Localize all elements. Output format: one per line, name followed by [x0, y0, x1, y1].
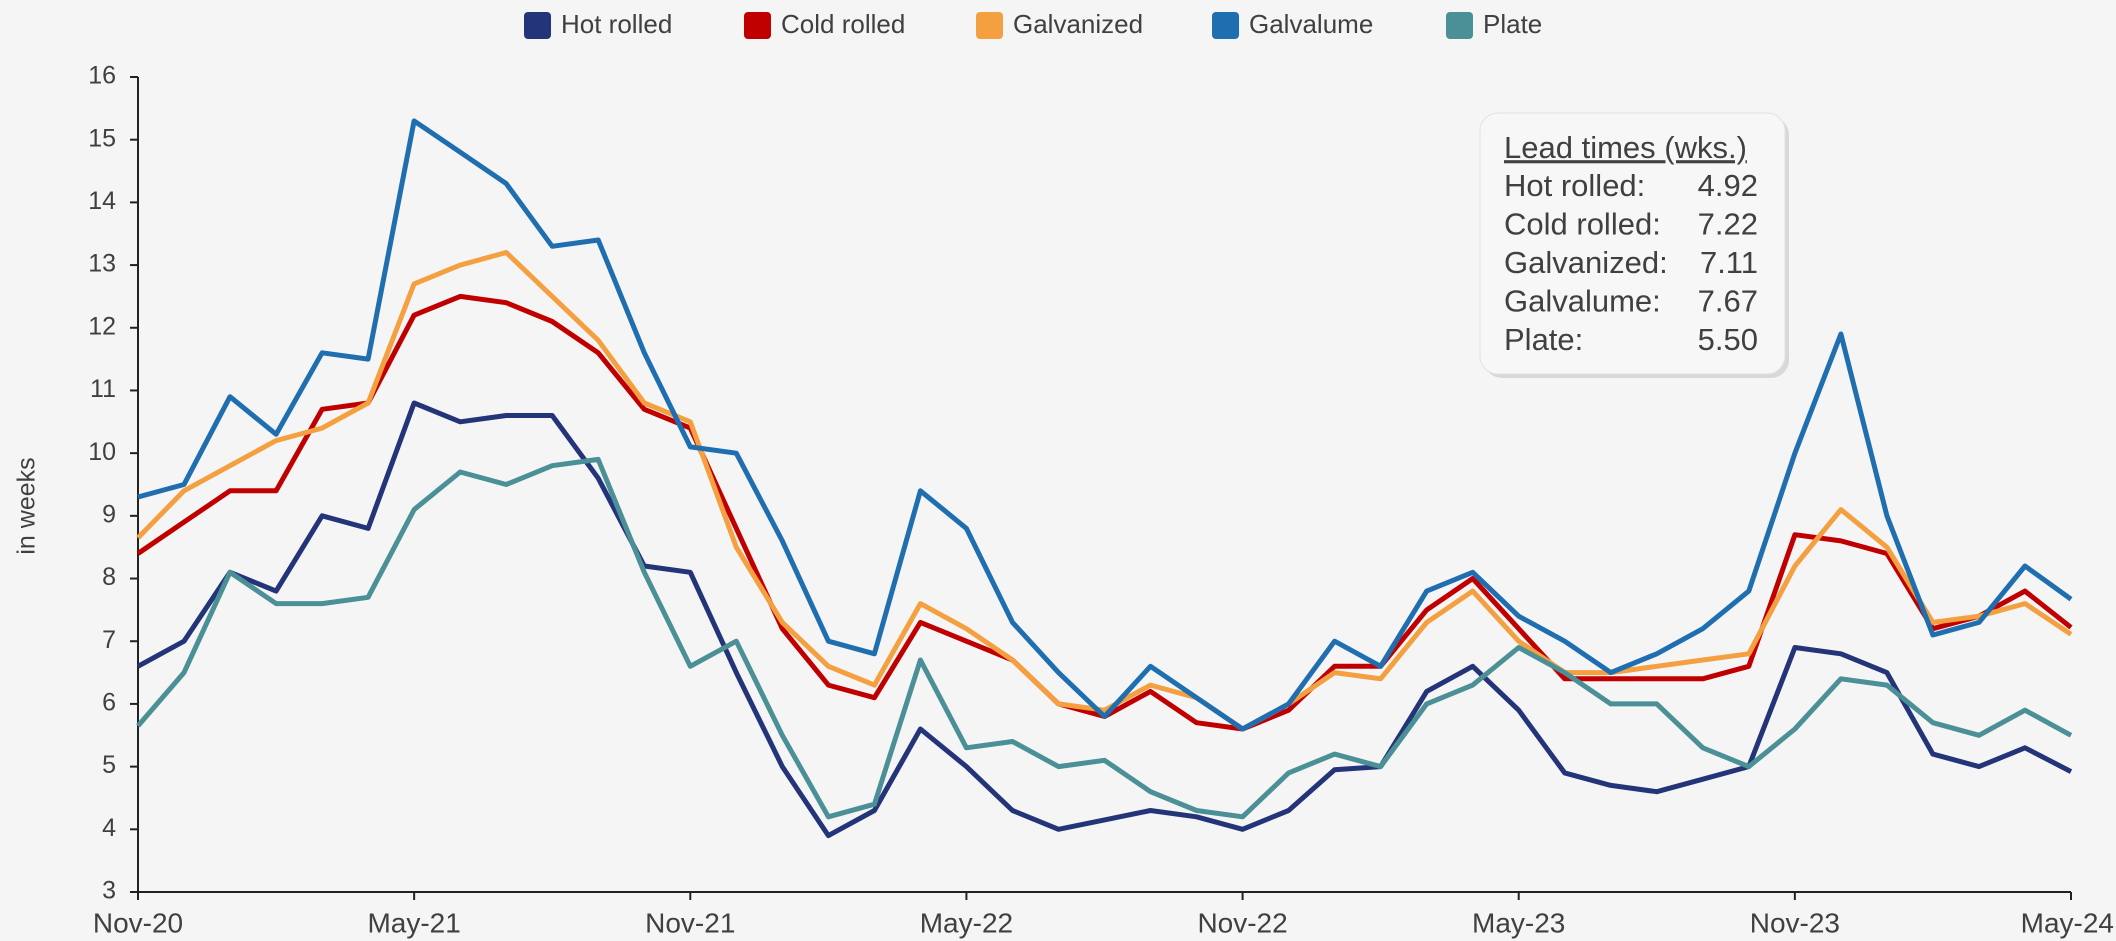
legend-swatch [524, 12, 551, 39]
annotation-value: 4.92 [1698, 168, 1758, 203]
legend-label: Hot rolled [561, 9, 672, 39]
y-tick-label: 12 [88, 312, 116, 340]
legend-swatch [976, 12, 1003, 39]
y-tick-label: 7 [102, 626, 116, 654]
annotation-title: Lead times (wks.) [1504, 130, 1747, 165]
series-line [136, 456, 2073, 820]
y-tick-label: 16 [88, 62, 116, 90]
x-tick-label: May-24 [2021, 907, 2114, 938]
y-tick-label: 6 [102, 689, 116, 717]
y-tick-label: 8 [102, 563, 116, 591]
x-tick-label: May-21 [367, 907, 460, 938]
y-tick-label: 4 [102, 814, 116, 842]
x-tick-label: Nov-23 [1750, 907, 1840, 938]
x-tick-label: Nov-21 [645, 907, 735, 938]
y-axis-label: in weeks [13, 457, 41, 554]
annotation-box [1479, 112, 1786, 375]
legend-label: Cold rolled [781, 9, 905, 39]
y-tick-label: 3 [102, 877, 116, 905]
legend-swatch [1446, 12, 1473, 39]
legend-swatch [744, 12, 771, 39]
annotation-label: Galvanized: [1504, 245, 1668, 280]
y-tick-label: 13 [88, 250, 116, 278]
x-tick-label: Nov-22 [1197, 907, 1287, 938]
y-tick-label: 15 [88, 124, 116, 152]
annotation-value: 7.22 [1698, 207, 1758, 242]
annotation-value: 7.11 [1700, 245, 1758, 280]
x-tick-label: Nov-20 [93, 907, 183, 938]
annotation-label: Cold rolled: [1504, 207, 1661, 242]
annotation-value: 5.50 [1698, 322, 1758, 357]
y-tick-label: 9 [102, 500, 116, 528]
annotation-label: Galvalume: [1504, 284, 1661, 319]
x-tick-label: May-23 [1472, 907, 1565, 938]
series-line [136, 250, 2073, 732]
y-tick-label: 14 [88, 187, 116, 215]
legend-label: Galvanized [1013, 9, 1143, 39]
y-tick-label: 5 [102, 751, 116, 779]
series-line [137, 118, 2073, 732]
annotation-label: Plate: [1504, 322, 1583, 357]
legend-swatch [1212, 12, 1239, 39]
y-tick-label: 10 [88, 438, 116, 466]
annotation-label: Hot rolled: [1504, 168, 1645, 203]
x-tick-label: May-22 [920, 907, 1013, 938]
annotation-value: 7.67 [1698, 284, 1758, 319]
y-tick-label: 11 [90, 375, 116, 403]
legend-label: Plate [1483, 9, 1542, 39]
legend-label: Galvalume [1249, 9, 1373, 39]
